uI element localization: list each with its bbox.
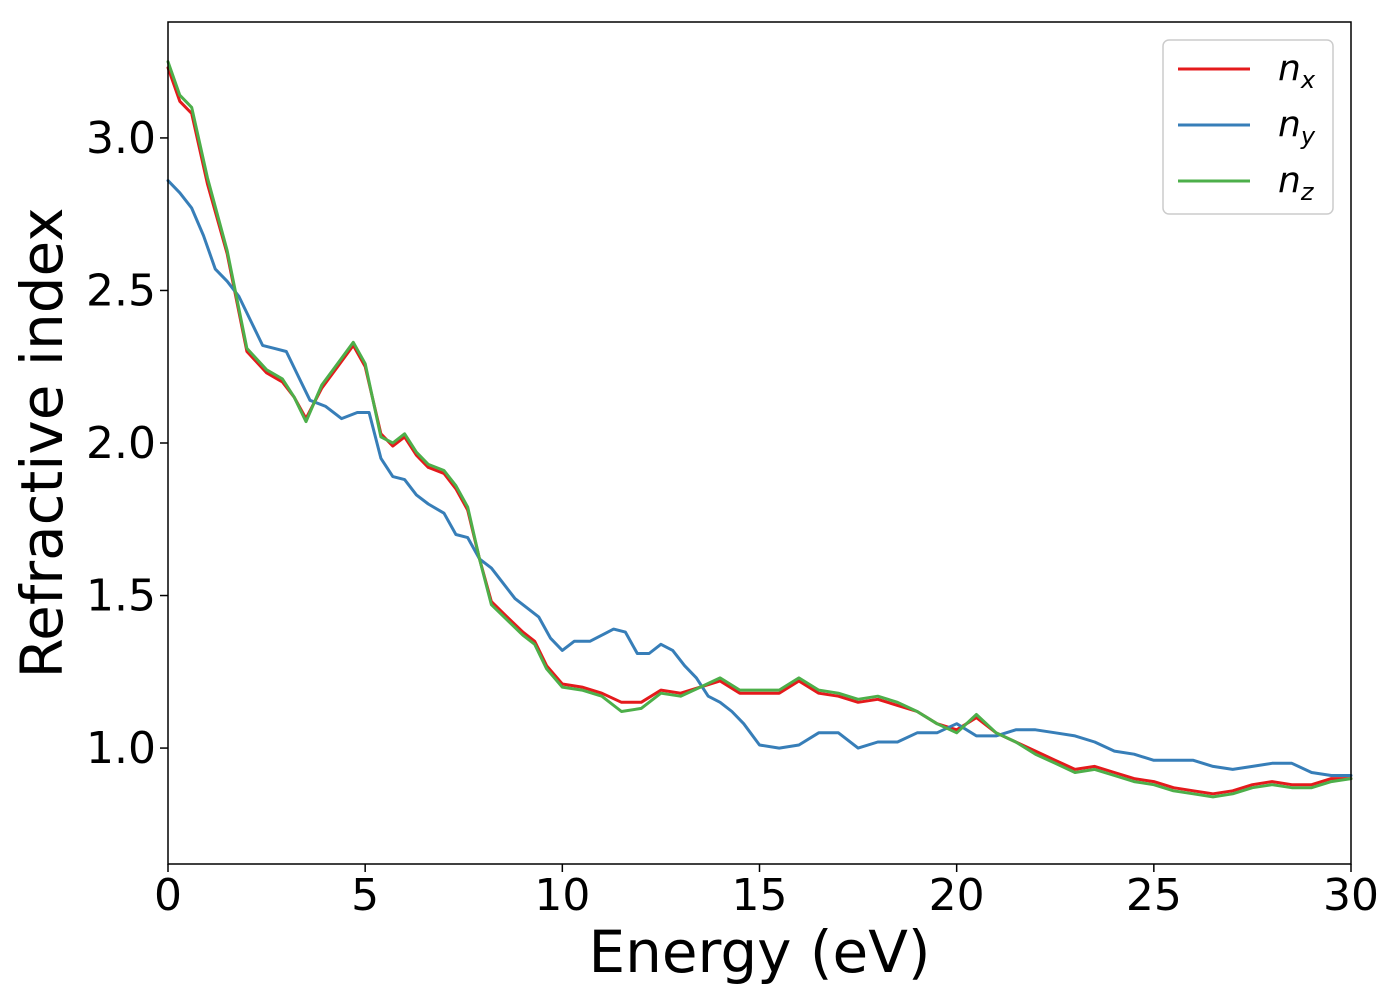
legend: nx ny nz (1162, 39, 1334, 215)
legend-label-ny: ny (1278, 104, 1316, 150)
y-tick-label: 2.5 (86, 265, 156, 316)
x-tick-label: 5 (351, 870, 379, 921)
y-tick-label: 3.0 (86, 113, 156, 164)
x-tick-label: 15 (732, 870, 788, 921)
y-tick-label: 2.0 (86, 418, 156, 469)
y-axis-title: Refractive index (8, 207, 76, 678)
y-tick-label: 1.0 (86, 723, 156, 774)
x-tick-label: 25 (1126, 870, 1182, 921)
x-axis-ticks: 0 5 10 15 20 25 30 (154, 864, 1379, 921)
series-line-nz (166, 60, 1353, 799)
series-line-ny (166, 179, 1353, 777)
x-tick-label: 30 (1323, 870, 1379, 921)
y-tick-label: 1.5 (86, 571, 156, 622)
x-tick-label: 10 (534, 870, 590, 921)
legend-label-nz: nz (1278, 160, 1315, 206)
x-axis-title: Energy (eV) (588, 918, 930, 986)
series-line-nx (166, 66, 1353, 796)
x-tick-label: 20 (929, 870, 985, 921)
x-tick-label: 0 (154, 870, 182, 921)
plot-lines (166, 60, 1353, 799)
legend-box (1162, 39, 1334, 215)
legend-label-nx: nx (1278, 48, 1316, 94)
y-axis-ticks: 1.0 1.5 2.0 2.5 3.0 (86, 113, 168, 774)
